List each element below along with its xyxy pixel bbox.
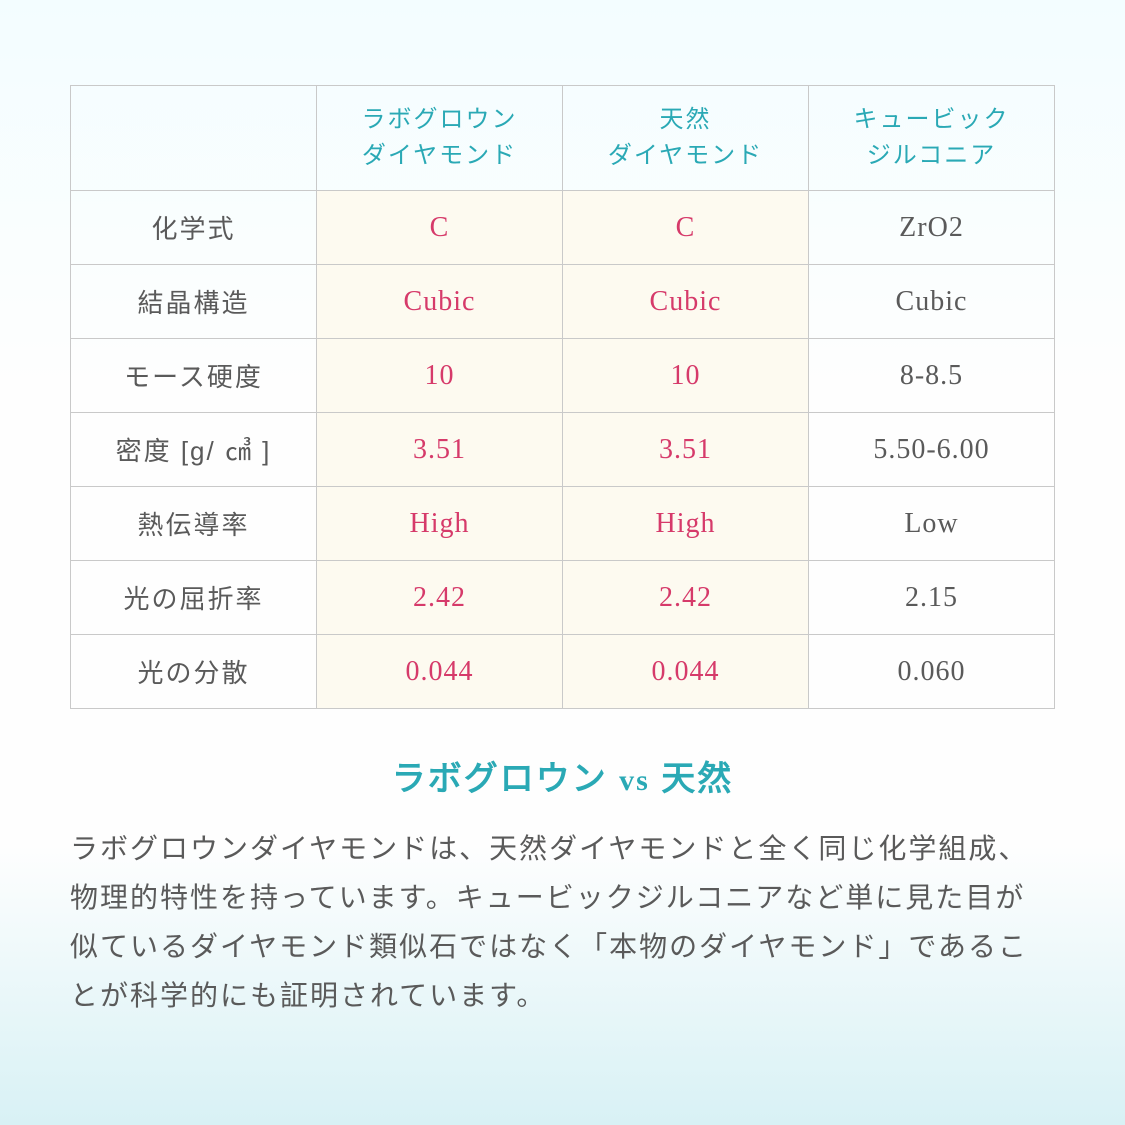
table-row: 化学式CCZrO2 [71, 191, 1055, 265]
table-header-blank [71, 86, 317, 191]
header-line: 天然 [660, 106, 712, 133]
table-cell: Cubic [809, 265, 1055, 339]
table-header-row: ラボグロウン ダイヤモンド 天然 ダイヤモンド キュービック ジルコニア [71, 86, 1055, 191]
table-row: 光の分散0.0440.0440.060 [71, 635, 1055, 709]
table-header-cz: キュービック ジルコニア [809, 86, 1055, 191]
row-label: 光の分散 [71, 635, 317, 709]
table-cell: 10 [563, 339, 809, 413]
row-label: モース硬度 [71, 339, 317, 413]
title-part2: 天然 [650, 760, 733, 798]
table-row: 結晶構造CubicCubicCubic [71, 265, 1055, 339]
header-line: キュービック [854, 106, 1010, 133]
table-row: 密度 [g/ ㎤ ]3.513.515.50-6.00 [71, 413, 1055, 487]
header-line: ダイヤモンド [362, 142, 517, 169]
row-label: 光の屈折率 [71, 561, 317, 635]
table-cell: C [317, 191, 563, 265]
header-line: ダイヤモンド [608, 142, 763, 169]
header-line: ラボグロウン [362, 106, 518, 133]
table-cell: 0.044 [563, 635, 809, 709]
comparison-table: ラボグロウン ダイヤモンド 天然 ダイヤモンド キュービック ジルコニア 化学式… [70, 85, 1055, 709]
section-body: ラボグロウンダイヤモンドは、天然ダイヤモンドと全く同じ化学組成、物理的特性を持っ… [70, 824, 1055, 1020]
table-row: 光の屈折率2.422.422.15 [71, 561, 1055, 635]
row-label: 密度 [g/ ㎤ ] [71, 413, 317, 487]
table-cell: 5.50-6.00 [809, 413, 1055, 487]
table-cell: High [563, 487, 809, 561]
table-cell: Cubic [317, 265, 563, 339]
table-cell: 0.060 [809, 635, 1055, 709]
header-line: ジルコニア [867, 142, 997, 169]
title-part1: ラボグロウン [392, 760, 619, 798]
table-cell: 10 [317, 339, 563, 413]
table-body: 化学式CCZrO2結晶構造CubicCubicCubicモース硬度10108-8… [71, 191, 1055, 709]
table-cell: 0.044 [317, 635, 563, 709]
table-cell: 2.15 [809, 561, 1055, 635]
table-cell: Low [809, 487, 1055, 561]
row-label: 結晶構造 [71, 265, 317, 339]
comparison-table-container: ラボグロウン ダイヤモンド 天然 ダイヤモンド キュービック ジルコニア 化学式… [70, 85, 1055, 709]
table-cell: 2.42 [317, 561, 563, 635]
table-cell: ZrO2 [809, 191, 1055, 265]
title-vs: vs [619, 764, 650, 797]
table-cell: High [317, 487, 563, 561]
table-cell: C [563, 191, 809, 265]
section-title: ラボグロウン vs 天然 [70, 751, 1055, 800]
table-cell: Cubic [563, 265, 809, 339]
table-row: 熱伝導率HighHighLow [71, 487, 1055, 561]
row-label: 熱伝導率 [71, 487, 317, 561]
table-header-natural: 天然 ダイヤモンド [563, 86, 809, 191]
table-cell: 3.51 [563, 413, 809, 487]
row-label: 化学式 [71, 191, 317, 265]
table-cell: 8-8.5 [809, 339, 1055, 413]
table-row: モース硬度10108-8.5 [71, 339, 1055, 413]
table-cell: 3.51 [317, 413, 563, 487]
table-cell: 2.42 [563, 561, 809, 635]
table-header-labgrown: ラボグロウン ダイヤモンド [317, 86, 563, 191]
